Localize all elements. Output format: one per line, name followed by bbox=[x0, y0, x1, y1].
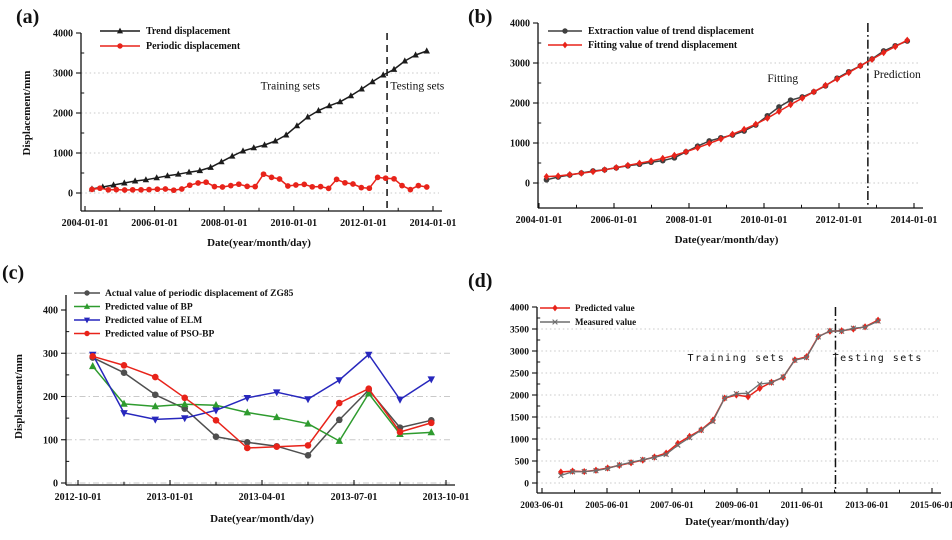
svg-text:0: 0 bbox=[53, 479, 58, 490]
svg-text:2012-01-01: 2012-01-01 bbox=[816, 215, 863, 226]
svg-text:1500: 1500 bbox=[510, 414, 529, 424]
svg-text:2004-01-01: 2004-01-01 bbox=[516, 215, 563, 226]
svg-text:2006-01-01: 2006-01-01 bbox=[131, 218, 178, 229]
svg-text:2005-06-01: 2005-06-01 bbox=[585, 501, 629, 511]
svg-text:3000: 3000 bbox=[510, 59, 530, 70]
svg-text:2014-01-01: 2014-01-01 bbox=[410, 218, 457, 229]
svg-text:4000: 4000 bbox=[53, 29, 73, 40]
panel-a-label: (a) bbox=[16, 6, 40, 28]
svg-text:2013-01-01: 2013-01-01 bbox=[147, 492, 194, 503]
svg-text:Date(year/month/day): Date(year/month/day) bbox=[685, 516, 789, 528]
svg-text:1000: 1000 bbox=[510, 139, 530, 150]
panel-b-label: (b) bbox=[468, 6, 493, 28]
svg-text:4000: 4000 bbox=[510, 19, 530, 30]
svg-text:1000: 1000 bbox=[510, 436, 529, 446]
svg-text:2013-04-01: 2013-04-01 bbox=[239, 492, 286, 503]
svg-text:Periodic displacement: Periodic displacement bbox=[146, 41, 241, 52]
svg-text:0: 0 bbox=[525, 179, 530, 190]
svg-text:2000: 2000 bbox=[53, 109, 73, 120]
svg-text:2013-10-01: 2013-10-01 bbox=[423, 492, 470, 503]
svg-text:Predicted value of ELM: Predicted value of ELM bbox=[105, 316, 202, 326]
svg-text:2013-06-01: 2013-06-01 bbox=[845, 501, 889, 511]
svg-text:100: 100 bbox=[43, 435, 58, 446]
svg-text:2011-06-01: 2011-06-01 bbox=[781, 501, 824, 511]
panel-d-label: (d) bbox=[468, 270, 493, 292]
panel-c-label: (c) bbox=[2, 262, 25, 284]
svg-text:2006-01-01: 2006-01-01 bbox=[591, 215, 638, 226]
svg-text:Displacement/mm: Displacement/mm bbox=[13, 354, 25, 439]
svg-text:4000: 4000 bbox=[510, 304, 529, 314]
svg-text:400: 400 bbox=[43, 306, 58, 317]
panel-a-chart: 0 1000 2000 3000 4000 2004-01-01 2006-01-01 200… bbox=[21, 26, 457, 249]
svg-text:2010-01-01: 2010-01-01 bbox=[270, 218, 317, 229]
svg-text:Date(year/month/day): Date(year/month/day) bbox=[207, 237, 311, 249]
svg-text:2014-01-01: 2014-01-01 bbox=[891, 215, 938, 226]
svg-text:3000: 3000 bbox=[510, 348, 529, 358]
svg-text:2003-06-01: 2003-06-01 bbox=[520, 501, 564, 511]
svg-text:Fitting value of trend displac: Fitting value of trend displacement bbox=[588, 40, 738, 51]
svg-text:Predicted value of BP: Predicted value of BP bbox=[105, 303, 193, 313]
svg-text:500: 500 bbox=[515, 458, 530, 468]
svg-text:Fitting: Fitting bbox=[767, 73, 798, 85]
svg-text:3500: 3500 bbox=[510, 326, 529, 336]
svg-text:Extraction value of trend disp: Extraction value of trend displacement bbox=[588, 26, 755, 37]
svg-text:200: 200 bbox=[43, 392, 58, 403]
svg-text:2007-06-01: 2007-06-01 bbox=[650, 501, 694, 511]
svg-text:2012-01-01: 2012-01-01 bbox=[340, 218, 387, 229]
svg-text:Predicted value of PSO-BP: Predicted value of PSO-BP bbox=[105, 330, 215, 340]
svg-text:2013-07-01: 2013-07-01 bbox=[331, 492, 378, 503]
svg-text:Training sets: Training sets bbox=[687, 353, 785, 364]
svg-text:2015-06-01: 2015-06-01 bbox=[910, 501, 952, 511]
svg-text:2012-10-01: 2012-10-01 bbox=[55, 492, 102, 503]
svg-text:Actual value of periodic displ: Actual value of periodic displacement of… bbox=[105, 289, 294, 299]
svg-text:0: 0 bbox=[524, 480, 529, 490]
svg-text:Testing sets: Testing sets bbox=[390, 80, 444, 92]
svg-text:Training sets: Training sets bbox=[261, 80, 321, 92]
svg-text:Predicted value: Predicted value bbox=[575, 303, 635, 313]
svg-text:2008-01-01: 2008-01-01 bbox=[666, 215, 713, 226]
panel-d-chart: 0 500 1000 1500 2000 2500 3000 3500 4000 2003-06-… bbox=[510, 303, 952, 528]
svg-text:2000: 2000 bbox=[510, 99, 530, 110]
panel-b-chart: 0 1000 2000 3000 4000 2004-01-01 2006-01-01 200… bbox=[510, 19, 938, 247]
svg-text:300: 300 bbox=[43, 349, 58, 360]
svg-text:Testing sets: Testing sets bbox=[833, 353, 923, 364]
svg-text:3000: 3000 bbox=[53, 69, 73, 80]
svg-text:0: 0 bbox=[68, 189, 73, 200]
svg-text:2008-01-01: 2008-01-01 bbox=[201, 218, 248, 229]
svg-text:Measured value: Measured value bbox=[575, 317, 636, 327]
svg-text:1000: 1000 bbox=[53, 149, 73, 160]
svg-text:2500: 2500 bbox=[510, 370, 529, 380]
svg-text:Trend displacement: Trend displacement bbox=[146, 26, 231, 37]
svg-text:2010-01-01: 2010-01-01 bbox=[741, 215, 788, 226]
panel-c-chart: 0 100 200 300 400 2012-10-01 2013-01-01 2013-04… bbox=[13, 289, 470, 525]
svg-text:Prediction: Prediction bbox=[873, 69, 921, 81]
svg-text:Date(year/month/day): Date(year/month/day) bbox=[210, 513, 314, 525]
svg-text:2000: 2000 bbox=[510, 392, 529, 402]
svg-text:Displacement/mm: Displacement/mm bbox=[21, 71, 33, 156]
svg-text:Date(year/month/day): Date(year/month/day) bbox=[675, 234, 779, 246]
svg-text:2009-06-01: 2009-06-01 bbox=[715, 501, 759, 511]
svg-text:2004-01-01: 2004-01-01 bbox=[62, 218, 109, 229]
